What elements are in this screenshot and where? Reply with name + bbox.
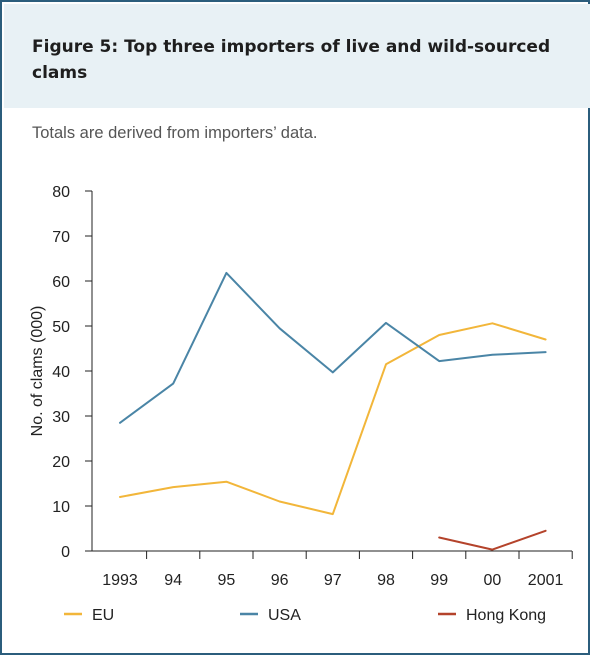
series-line-hong-kong (438, 529, 547, 551)
x-tick-label: 2001 (528, 572, 564, 589)
x-tick-label: 99 (430, 572, 448, 589)
figure-header (4, 4, 590, 108)
y-axis-label: No. of clams (000) (29, 306, 46, 437)
y-tick-label: 70 (52, 229, 70, 246)
figure-subtitle: Totals are derived from importers’ data. (32, 124, 318, 142)
figure-title: Figure 5: Top three importers of live an… (32, 37, 551, 83)
y-tick-label: 30 (52, 409, 70, 426)
x-tick-label: 96 (271, 572, 289, 589)
series-layer (119, 271, 547, 551)
x-tick-label: 95 (218, 572, 236, 589)
y-tick-label: 0 (61, 544, 70, 561)
legend-label-usa: USA (268, 607, 301, 624)
series-line-eu (119, 322, 547, 516)
y-tick-label: 10 (52, 499, 70, 516)
legend-label-eu: EU (92, 607, 114, 624)
x-tick-label: 98 (377, 572, 395, 589)
y-tick-label: 60 (52, 274, 70, 291)
x-tick-label: 1993 (102, 572, 138, 589)
legend: EU USA Hong Kong (64, 607, 546, 624)
y-tick-label: 80 (52, 184, 70, 201)
series-line-usa (119, 271, 547, 424)
y-tick-label: 50 (52, 319, 70, 336)
y-tick-label: 40 (52, 364, 70, 381)
chart-axes: 0 10 20 30 40 50 60 70 80 1993 94 95 96 97 98 99 00 2001 (52, 184, 573, 589)
x-tick-label: 94 (164, 572, 182, 589)
legend-label-hong-kong: Hong Kong (466, 607, 546, 624)
y-tick-label: 20 (52, 454, 70, 471)
x-tick-label: 97 (324, 572, 342, 589)
x-tick-label: 00 (484, 572, 502, 589)
